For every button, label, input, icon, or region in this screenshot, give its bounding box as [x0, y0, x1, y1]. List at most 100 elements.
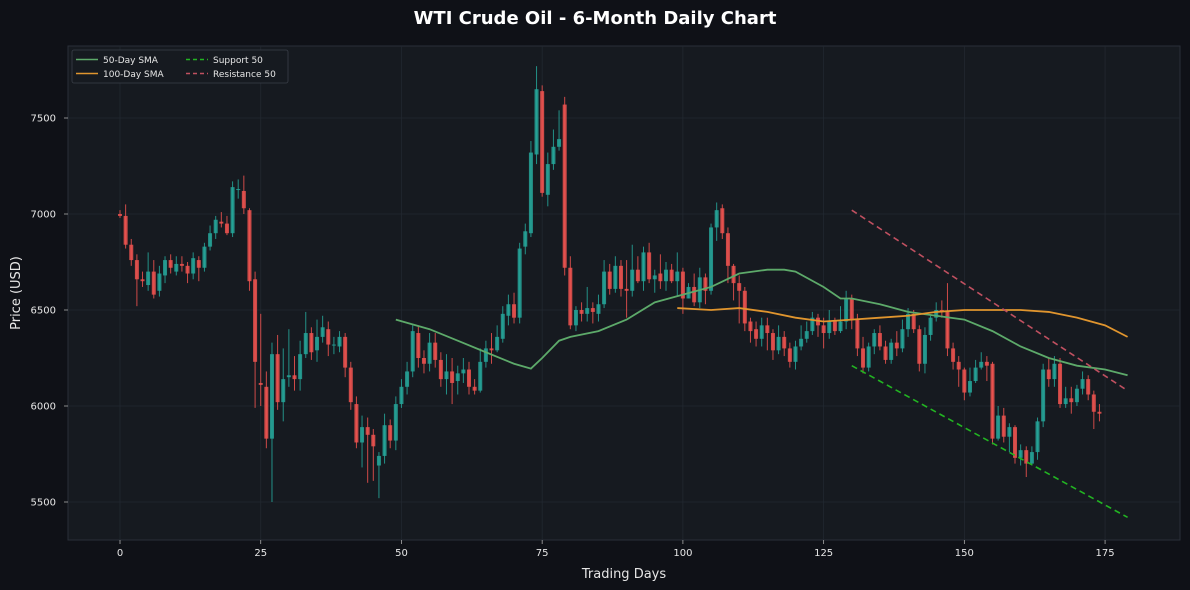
y-axis-ticks: 5500 6000 6500 7000 7500 [31, 114, 68, 509]
candle-body [326, 329, 331, 345]
sma100-line [677, 307, 1129, 338]
candle-body [157, 273, 162, 291]
candle-body [1029, 452, 1034, 464]
candle-body [512, 304, 517, 318]
legend-label: 100-Day SMA [103, 70, 165, 80]
candle-body [776, 336, 781, 351]
candle-body [1097, 411, 1102, 414]
candle-body [1013, 427, 1018, 458]
candle-body [602, 271, 607, 305]
candle-body [264, 386, 269, 439]
candle-body [360, 427, 365, 443]
candle-body [979, 361, 984, 368]
candle-body [506, 304, 511, 316]
candle-body [951, 348, 956, 362]
candle-body [821, 325, 826, 334]
candle-body [855, 319, 860, 349]
candle-body [680, 271, 685, 299]
legend-box [71, 49, 289, 84]
candle-body [382, 425, 387, 456]
candle-body [832, 321, 837, 332]
x-tick-label: 175 [1096, 548, 1115, 559]
candle-body [134, 260, 139, 280]
candle-body [163, 260, 168, 276]
candle-body [635, 269, 640, 282]
chart-title: WTI Crude Oil - 6-Month Daily Chart [413, 8, 777, 29]
candle-body [455, 373, 460, 382]
candle-body [770, 333, 775, 351]
candle-body [754, 329, 759, 339]
candle-body [844, 298, 849, 322]
y-tick-label: 7000 [31, 210, 56, 221]
candle-body [630, 269, 635, 291]
legend: 50-Day SMA 100-Day SMA Support 50 Resistanc… [71, 49, 289, 84]
candle-body [123, 215, 128, 245]
x-tick-label: 125 [814, 548, 833, 559]
candle-body [596, 304, 601, 314]
candle-body [793, 346, 798, 362]
legend-label: 50-Day SMA [103, 56, 159, 66]
candle-body [607, 271, 612, 289]
candle-body [303, 333, 308, 355]
candle-body [1024, 450, 1029, 464]
candle-body [906, 313, 911, 330]
candle-body [973, 367, 978, 382]
legend-label: Resistance 50 [213, 70, 276, 80]
candle-body [433, 342, 438, 360]
candle-body [647, 252, 652, 280]
candle-body [118, 214, 122, 216]
candle-body [331, 344, 336, 346]
candle-body [669, 269, 674, 282]
x-tick-label: 50 [395, 548, 408, 559]
candle-body [337, 336, 342, 347]
candle-body [984, 361, 989, 366]
candle-body [945, 311, 950, 349]
candle-body [315, 336, 320, 351]
candle-body [1001, 415, 1006, 437]
candle-body [269, 354, 274, 439]
x-axis-ticks: 0 25 50 75 100 125 150 175 [117, 540, 1115, 559]
candle-body [196, 260, 201, 268]
candle-body [495, 336, 500, 351]
candle-body [866, 346, 871, 368]
candle-body [129, 244, 134, 261]
candle-body [996, 415, 1001, 439]
support-line [851, 364, 1128, 519]
y-tick-label: 6500 [31, 306, 56, 317]
candle-body [557, 139, 562, 147]
candle-body [911, 313, 916, 330]
candle-body [579, 310, 584, 314]
candle-body [849, 298, 854, 320]
resistance-line [851, 209, 1129, 392]
candle-body [450, 371, 455, 383]
candle-body [320, 327, 325, 337]
candle-body [444, 371, 449, 380]
candle-body [410, 331, 415, 372]
candle-body [224, 223, 229, 234]
x-axis-label: Trading Days [581, 567, 666, 582]
candle-body [393, 404, 398, 441]
candle-body [1063, 398, 1068, 405]
candle-body [191, 258, 196, 274]
candle-body [292, 375, 297, 380]
candle-body [489, 348, 494, 351]
candle-body [151, 271, 156, 295]
candle-body [405, 371, 410, 387]
candle-body [928, 317, 933, 335]
candle-body [371, 434, 376, 447]
candle-body [872, 333, 877, 347]
candle-body [517, 248, 522, 318]
candle-body [573, 310, 578, 326]
candle-body [720, 208, 725, 234]
candle-body [348, 367, 353, 403]
candle-body [416, 333, 421, 358]
candle-body [236, 189, 241, 191]
candle-body [590, 308, 595, 312]
candle-body [1046, 369, 1051, 380]
candle-body [641, 252, 646, 282]
candle-body [1080, 379, 1085, 389]
candle-body [787, 348, 792, 362]
candle-body [675, 271, 680, 282]
candle-body [523, 231, 528, 247]
